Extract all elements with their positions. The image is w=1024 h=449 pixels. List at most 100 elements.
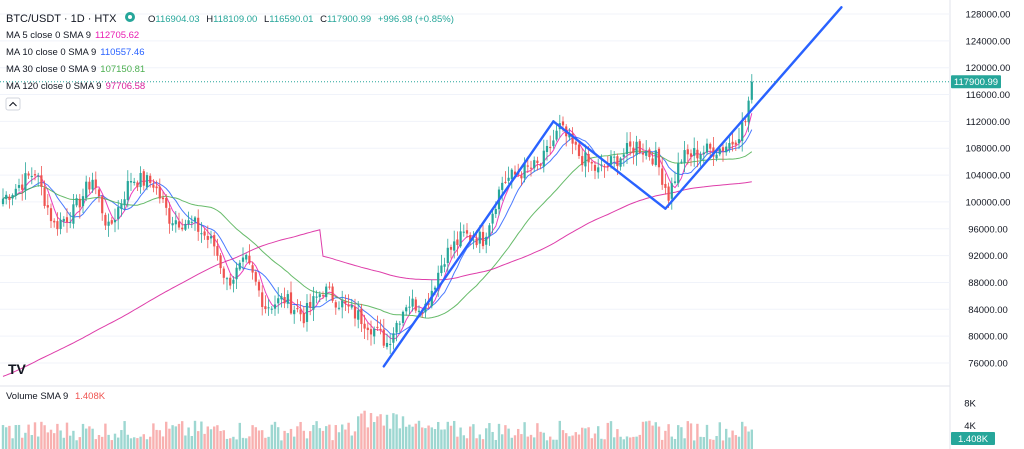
volume-bar [373,422,376,449]
candle [117,200,120,230]
candle [53,218,56,228]
volume-bar [145,439,149,449]
trendline-1[interactable] [382,120,555,368]
candle [654,141,657,167]
volume-bar [299,421,302,449]
candle [337,301,341,311]
volume-bar [85,428,88,449]
eye-icon[interactable] [125,12,135,22]
candle [190,215,193,228]
volume-bar [277,427,280,449]
candle [328,281,331,290]
volume-bar [149,436,152,449]
volume-bar [203,433,206,449]
candle [123,191,126,211]
candle [302,305,305,328]
candle [478,225,481,254]
volume-bar [200,421,203,449]
candle [581,148,584,172]
candle [533,156,536,173]
volume-bar [475,438,478,449]
volume-bar [171,425,174,449]
candle [149,173,152,188]
candle [75,194,78,208]
volume-bar [369,413,373,449]
high-label: H [206,14,213,25]
candle [24,162,27,200]
volume-bar [379,414,382,449]
volume-bar [459,427,462,449]
volume-bar [197,431,200,449]
candle [625,132,629,165]
volume-bar [139,436,142,449]
candle [305,294,309,332]
candle [309,293,312,316]
volume-bar [318,428,321,449]
trendline-2[interactable] [552,120,667,210]
volume-bar [14,425,17,449]
volume-bar [187,427,190,449]
candle [353,298,357,327]
volume-bar [312,424,315,449]
candle [184,219,187,232]
candle [661,157,664,190]
volume-bar [709,439,712,449]
close-label: C [320,14,327,25]
candle [81,188,85,213]
volume-bar [590,438,593,449]
tradingview-logo[interactable]: TV [8,361,27,377]
y-tick-label: 128000.00 [966,10,1011,21]
volume-bar [40,421,43,449]
volume-bar [133,437,136,449]
candle [574,140,577,151]
volume-bar [507,428,510,449]
volume-bar [27,424,30,449]
candle [709,142,712,156]
volume-bar [625,436,629,449]
candle [379,319,382,335]
candle [677,152,680,188]
candle [280,293,283,308]
candle [632,141,635,165]
volume-bar [478,434,481,449]
volume-bar [222,430,225,449]
volume-bar [683,438,686,449]
volume-bar [206,426,209,449]
volume-bar [94,439,97,449]
y-axis[interactable]: 128000.00 124000.00 120000.00 116000.00 1120… [966,10,1011,370]
candle [43,180,46,209]
volume-bar [190,435,193,449]
candle [673,171,677,185]
trendline-3[interactable] [664,6,843,210]
candle [504,171,507,184]
volume-bar [289,428,293,449]
collapse-legend-button[interactable] [5,97,21,111]
volume-bar [117,437,120,449]
candle [366,322,369,341]
volume-bar [382,425,385,449]
volume-bar [296,426,299,449]
candle [584,144,587,178]
candle [414,296,417,314]
volume-bar [225,438,229,449]
candle [193,215,197,231]
candle [248,244,251,265]
y-tick-label: 112000.00 [966,117,1010,128]
candle [536,156,539,171]
volume-bar [693,440,696,449]
volume-bar [69,435,72,449]
volume-bar [376,416,379,449]
candle [69,212,72,229]
volume-bar [165,421,168,449]
candle [645,140,648,160]
candle [126,170,129,208]
candle [286,290,289,309]
volume-bar [731,430,734,449]
trendlines[interactable] [382,6,843,368]
volume-bar [385,414,389,449]
volume-bar [56,423,59,449]
volume-bar [395,414,398,449]
volume-bar [113,433,117,449]
volume-bar [152,423,155,449]
